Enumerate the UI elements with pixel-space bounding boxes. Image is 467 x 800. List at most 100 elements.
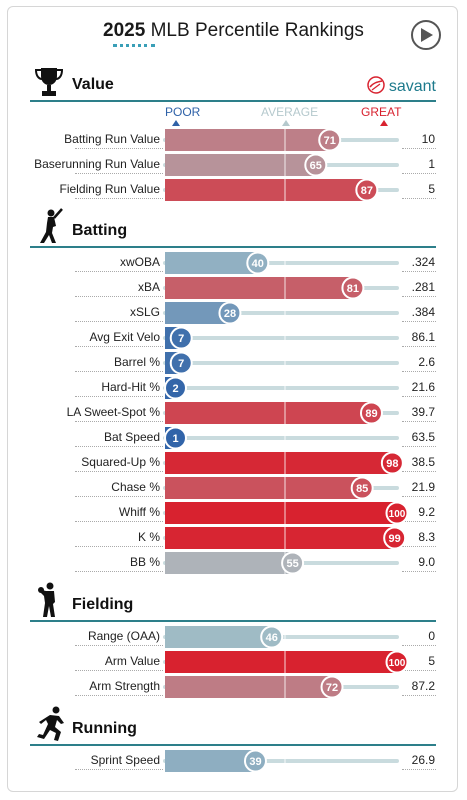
row-value-fielding-run-value: 5	[425, 182, 435, 196]
section-title-value: Value	[72, 76, 114, 93]
value-leader-sprint-speed	[402, 769, 436, 770]
row-label-xslg: xSLG	[126, 305, 160, 319]
value-leader-squared-up	[402, 471, 436, 472]
row-label-fielding-run-value: Fielding Run Value	[56, 182, 160, 196]
play-button[interactable]	[411, 20, 441, 50]
value-leader-baserunning-run-value	[402, 173, 436, 174]
value-leader-k	[402, 546, 436, 547]
row-value-hard-hit: 21.6	[408, 380, 435, 394]
row-label-arm-strength: Arm Strength	[86, 679, 160, 693]
row-leader-la-sweet-spot	[75, 421, 163, 422]
row-leader-arm-strength	[75, 695, 163, 696]
section-title-batting: Batting	[72, 222, 128, 239]
section-title-running: Running	[72, 720, 137, 737]
row-value-avg-exit-velo: 86.1	[408, 330, 435, 344]
row-value-arm-value: 5	[425, 654, 435, 668]
value-leader-fielding-run-value	[402, 198, 436, 199]
value-leader-bat-speed	[402, 446, 436, 447]
value-leader-bb	[402, 571, 436, 572]
card-frame	[7, 6, 458, 792]
row-value-bat-speed: 63.5	[408, 430, 435, 444]
legend-average-marker-icon	[282, 120, 290, 126]
row-label-bb: BB %	[126, 555, 160, 569]
value-leader-xslg	[402, 321, 436, 322]
row-label-barrel: Barrel %	[110, 355, 160, 369]
runner-icon	[37, 706, 64, 741]
row-value-bb: 9.0	[415, 555, 435, 569]
savant-text: savant	[388, 78, 436, 95]
value-leader-whiff	[402, 521, 436, 522]
legend-poor-marker-icon	[172, 120, 180, 126]
legend-poor: POOR	[165, 105, 201, 119]
savant-logo-icon	[367, 76, 385, 94]
row-leader-squared-up	[75, 471, 163, 472]
section-batting: Batting	[30, 208, 436, 248]
row-leader-whiff	[75, 521, 163, 522]
row-leader-bat-speed	[75, 446, 163, 447]
row-label-bat-speed: Bat Speed	[100, 430, 160, 444]
row-label-sprint-speed: Sprint Speed	[87, 753, 160, 767]
row-value-whiff: 9.2	[415, 505, 435, 519]
row-label-batting-run-value: Batting Run Value	[61, 132, 160, 146]
title-text: MLB Percentile Rankings	[150, 20, 364, 41]
value-leader-range-oaa	[402, 645, 436, 646]
row-value-xslg: .384	[408, 305, 435, 319]
row-leader-arm-value	[75, 670, 163, 671]
row-value-squared-up: 38.5	[408, 455, 435, 469]
row-leader-xwoba	[75, 271, 163, 272]
row-label-range-oaa: Range (OAA)	[84, 629, 160, 643]
value-leader-barrel	[402, 371, 436, 372]
row-value-baserunning-run-value: 1	[425, 157, 435, 171]
row-leader-bb	[75, 571, 163, 572]
row-value-k: 8.3	[415, 530, 435, 544]
row-value-range-oaa: 0	[425, 629, 435, 643]
section-running: Running	[30, 706, 436, 746]
row-leader-k	[75, 546, 163, 547]
title-year: 2025	[103, 20, 146, 41]
row-leader-xba	[75, 296, 163, 297]
value-leader-arm-strength	[402, 695, 436, 696]
row-value-xba: .281	[408, 280, 435, 294]
row-label-xwoba: xwOBA	[116, 255, 160, 269]
row-leader-range-oaa	[75, 645, 163, 646]
value-leader-xwoba	[402, 271, 436, 272]
title-underline	[113, 44, 155, 50]
row-leader-xslg	[75, 321, 163, 322]
row-value-sprint-speed: 26.9	[408, 753, 435, 767]
value-leader-xba	[402, 296, 436, 297]
play-icon	[421, 28, 433, 42]
legend-great: GREAT	[361, 105, 402, 119]
value-leader-arm-value	[402, 670, 436, 671]
row-label-hard-hit: Hard-Hit %	[98, 380, 160, 394]
legend-average: AVERAGE	[261, 105, 319, 119]
row-leader-barrel	[75, 371, 163, 372]
trophy-icon	[34, 68, 64, 96]
page-title: 2025 MLB Percentile Rankings	[0, 20, 467, 42]
batter-icon	[40, 208, 63, 243]
section-fielding: Fielding	[30, 582, 436, 622]
row-label-arm-value: Arm Value	[101, 654, 160, 668]
row-leader-fielding-run-value	[75, 198, 163, 199]
value-leader-hard-hit	[402, 396, 436, 397]
row-label-k: K %	[134, 530, 160, 544]
section-value: Value savant	[30, 62, 436, 102]
row-leader-sprint-speed	[75, 769, 163, 770]
row-label-avg-exit-velo: Avg Exit Velo	[86, 330, 160, 344]
row-leader-batting-run-value	[75, 148, 163, 149]
savant-brand[interactable]: savant	[367, 76, 436, 96]
row-value-arm-strength: 87.2	[408, 679, 435, 693]
row-leader-hard-hit	[75, 396, 163, 397]
row-label-xba: xBA	[134, 280, 160, 294]
row-value-la-sweet-spot: 39.7	[408, 405, 435, 419]
row-value-barrel: 2.6	[415, 355, 435, 369]
value-leader-chase	[402, 496, 436, 497]
row-label-chase: Chase %	[108, 480, 160, 494]
value-leader-avg-exit-velo	[402, 346, 436, 347]
row-label-la-sweet-spot: LA Sweet-Spot %	[63, 405, 160, 419]
row-value-chase: 21.9	[408, 480, 435, 494]
row-leader-chase	[75, 496, 163, 497]
row-leader-avg-exit-velo	[75, 346, 163, 347]
row-value-batting-run-value: 10	[418, 132, 435, 146]
value-leader-batting-run-value	[402, 148, 436, 149]
row-label-baserunning-run-value: Baserunning Run Value	[31, 157, 160, 171]
